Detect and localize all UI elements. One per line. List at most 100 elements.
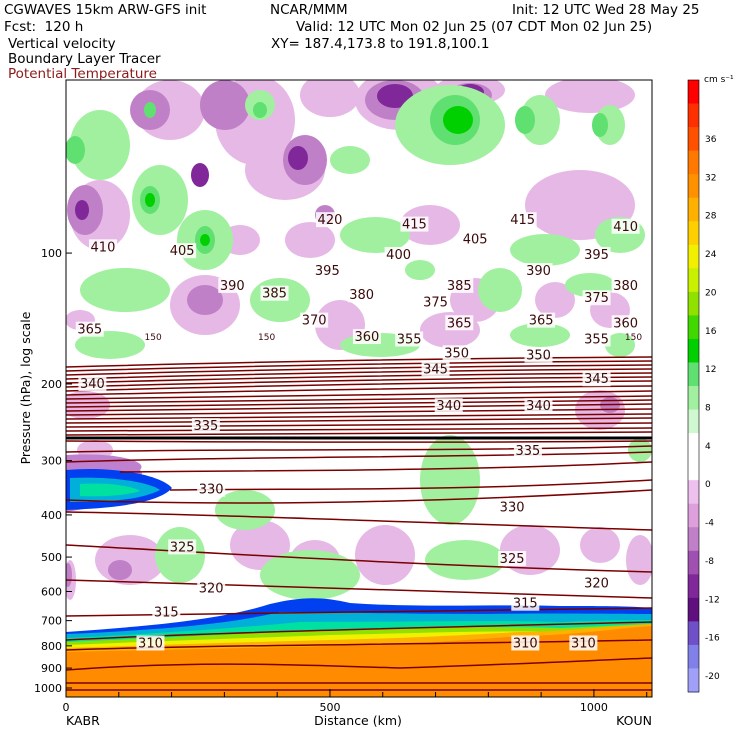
contour-label-bg — [315, 212, 344, 228]
org-label: NCAR/MMM — [270, 2, 348, 18]
contour-label-bg — [498, 550, 527, 566]
contour-label-bg — [611, 315, 640, 331]
contour-label-bg — [582, 331, 611, 347]
theta-contour-label: 360 — [355, 330, 380, 345]
contour-label-bg — [513, 442, 542, 458]
theta-contour-label: 380 — [349, 288, 374, 303]
contour-label-bg — [421, 294, 450, 310]
theta-contour-label: 325 — [170, 540, 195, 555]
contour-label-bg — [445, 315, 474, 331]
plot-frame — [65, 79, 653, 698]
theta-contour-label: 420 — [318, 213, 343, 228]
colorbar-swatch — [688, 103, 699, 128]
station-right-label: KOUN — [616, 713, 652, 728]
colorbar-swatch — [688, 597, 699, 622]
forecast-hour: Fcst: 120 h — [4, 19, 84, 35]
colorbar-swatch — [688, 668, 699, 693]
y-tick-label: 900 — [41, 662, 62, 675]
colorbar-tick-label: -20 — [705, 672, 720, 682]
contour-label-bg — [569, 635, 598, 651]
y-tick-label: 500 — [41, 551, 62, 564]
theta-contour-label: 375 — [584, 291, 609, 306]
theta-contour-label: 345 — [423, 362, 448, 377]
contour-labels: 310 310 310 315 315 320 320 325 325 330 330 335 335 3… — [75, 212, 642, 651]
tracer-contour-label: 150 — [625, 333, 642, 343]
contour-label-bg — [511, 635, 540, 651]
init-time: Init: 12 UTC Wed 28 May 25 — [512, 2, 700, 18]
contour-label-bg — [197, 481, 226, 497]
theta-contour-label: 385 — [447, 279, 472, 294]
colorbar-tick-label: 20 — [705, 288, 717, 298]
contour-label-bg — [300, 312, 329, 328]
contour-label-bg — [445, 277, 474, 293]
contour-label-bg — [395, 331, 424, 347]
theta-contour-label: 390 — [526, 264, 551, 279]
colorbar-tick-label: -8 — [705, 557, 714, 567]
contour-label-bg — [524, 398, 553, 414]
contour-label-bg — [508, 212, 537, 228]
colorbar-swatch — [688, 621, 699, 646]
colorbar-tick-label: 36 — [705, 135, 717, 145]
tracer-contour-label: 150 — [145, 333, 162, 343]
contour-label-bg — [434, 398, 463, 414]
theta-contour-label: 365 — [447, 316, 472, 331]
contour-label-bg — [191, 418, 220, 434]
colorbar-swatch — [688, 456, 699, 481]
potential-temperature-contours — [66, 356, 652, 691]
y-tick-label: 300 — [41, 455, 62, 468]
colorbar-swatch — [688, 644, 699, 669]
theta-contour-label: 400 — [386, 248, 411, 263]
colorbar-swatch — [688, 433, 699, 458]
theta-contour-label: 365 — [77, 323, 102, 338]
field-boundary-layer-tracer: Boundary Layer Tracer — [8, 51, 161, 67]
theta-contour-label: 315 — [154, 605, 179, 620]
theta-contour-label: 310 — [513, 636, 538, 651]
tracer-contour-label: 150 — [258, 333, 275, 343]
y-tick-label: 800 — [41, 640, 62, 653]
colorbar-swatch — [688, 527, 699, 552]
theta-contour-label: 360 — [613, 316, 638, 331]
contour-label-bg — [498, 499, 527, 515]
theta-contour-label: 415 — [402, 218, 427, 233]
theta-contour-label: 350 — [526, 349, 551, 364]
theta-contour-label: 355 — [584, 332, 609, 347]
cross-section-endpoints: XY= 187.4,173.8 to 191.8,100.1 — [271, 36, 490, 52]
x-tick-label: 1000 — [580, 701, 608, 714]
colorbar-swatch — [688, 150, 699, 175]
colorbar-swatch — [688, 386, 699, 411]
y-tick-label: 400 — [41, 509, 62, 522]
contour-label-bg — [524, 347, 553, 363]
colorbar-swatch — [688, 574, 699, 599]
theta-contour-label: 370 — [302, 314, 327, 329]
colorbar-tick-label: 8 — [705, 404, 711, 414]
colorbar-swatch — [688, 197, 699, 222]
theta-contour-label: 325 — [500, 552, 525, 567]
y-tick-label: 600 — [41, 586, 62, 599]
contour-label-bg — [352, 329, 381, 345]
x-axis: 0 500 1000 — [63, 689, 648, 714]
contour-label-bg — [168, 243, 197, 259]
colorbar-tick-label: 32 — [705, 173, 716, 183]
contour-label-bg — [527, 312, 556, 328]
colorbar-frame — [687, 79, 700, 693]
contour-label-bg — [442, 345, 471, 361]
contour-label-bg — [582, 290, 611, 306]
colorbar-tick-label: 12 — [705, 365, 716, 375]
colorbar-swatch — [688, 480, 699, 505]
contour-label-bg — [88, 239, 117, 255]
contour-label-bg — [582, 371, 611, 387]
contour-label-bg — [313, 263, 342, 279]
contour-label-bg — [421, 361, 450, 377]
theta-contour-label: 390 — [220, 279, 245, 294]
colorbar-unit: cm s⁻¹ — [704, 75, 734, 85]
x-tick-label: 500 — [319, 701, 340, 714]
colorbar-swatch — [688, 362, 699, 387]
theta-contour-label: 330 — [500, 501, 525, 516]
theta-contour-label: 355 — [397, 332, 422, 347]
theta-contour-label: 345 — [584, 372, 609, 387]
colorbar-tick-label: -4 — [705, 519, 714, 529]
contour-label-bg — [136, 635, 165, 651]
colorbar-swatch — [688, 174, 699, 199]
colorbar-swatch — [688, 338, 699, 363]
